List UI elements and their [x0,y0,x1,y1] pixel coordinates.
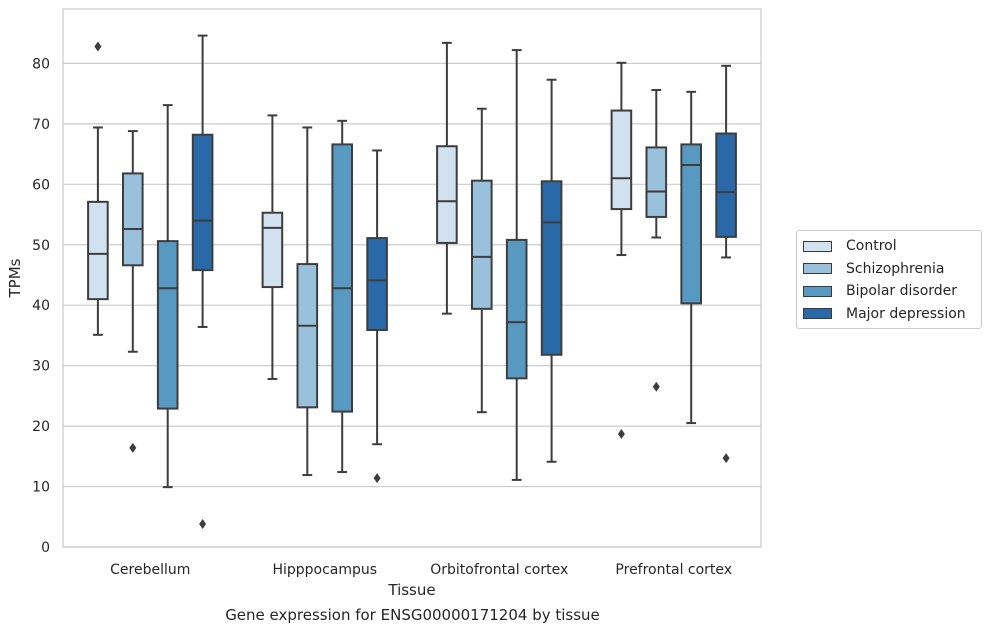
chart-caption: Gene expression for ENSG00000171204 by t… [225,606,600,624]
legend-swatch [803,308,832,320]
y-tick-label: 10 [32,480,50,496]
x-tick-label: Prefrontal cortex [615,562,732,578]
y-tick-label: 40 [32,298,50,314]
outlier-point [617,428,625,439]
box [645,146,668,218]
y-tick-label: 60 [32,177,50,193]
box [505,238,528,380]
y-tick-label: 70 [32,117,50,133]
outlier-point [373,473,381,484]
y-axis-title: TPMs [6,258,24,298]
box [261,211,284,289]
y-tick-label: 20 [32,419,50,435]
outlier-point [652,381,660,392]
legend-label: Bipolar disorder [846,283,958,300]
box-group [645,89,668,392]
legend-item: Major depression [797,303,981,326]
legend-label: Major depression [846,305,966,322]
box [680,143,703,305]
box-group [610,61,633,439]
box [540,180,563,356]
legend-item: Bipolar disorder [797,280,981,303]
legend-swatch [803,285,832,297]
box [87,200,109,301]
legend-label: Schizophrenia [846,260,945,277]
boxes [87,34,737,530]
x-tick-labels: Cerebellum Hipppocampus Orbitofrontal cort… [110,562,732,578]
box [610,109,633,211]
box [331,143,353,413]
x-tick-label: Orbitofrontal cortex [430,562,568,578]
outlier-point [722,453,730,464]
box [366,237,388,331]
box-group [471,107,493,414]
x-axis-title: Tissue [387,581,435,599]
box-group [261,114,284,380]
box-group [156,104,179,489]
box [122,172,144,267]
box [436,145,458,244]
plot-frame [62,8,762,548]
x-tick-label: Hipppocampus [272,562,377,578]
box-group [296,126,319,477]
y-tick-labels: 0 10 20 30 40 50 60 70 80 [32,56,50,556]
box-group [540,78,563,463]
outlier-point [129,442,137,453]
y-tick-label: 80 [32,56,50,72]
x-tick-label: Cerebellum [110,562,190,578]
box [715,132,737,238]
y-tick-label: 30 [32,359,50,375]
box [296,263,319,409]
box-group [680,90,703,425]
legend-item: Control [797,235,981,258]
legend: Control Schizophrenia Bipolar disorder Majo… [796,230,982,329]
y-tick-label: 0 [41,540,50,556]
y-tick-label: 50 [32,238,50,254]
legend-label: Control [846,238,897,255]
box-group [505,49,528,481]
box [471,179,493,310]
outlier-point [199,519,207,530]
box-group [87,41,109,336]
box-group [331,119,353,474]
legend-swatch [803,240,832,252]
box [191,133,214,272]
box-group [366,149,388,484]
legend-swatch [803,263,832,275]
box-group [191,34,214,530]
legend-item: Schizophrenia [797,258,981,281]
box [156,240,179,410]
box-group [122,130,144,453]
box-group [436,41,458,315]
outlier-point [94,41,102,52]
gridlines [63,62,761,548]
box-group [715,64,737,464]
